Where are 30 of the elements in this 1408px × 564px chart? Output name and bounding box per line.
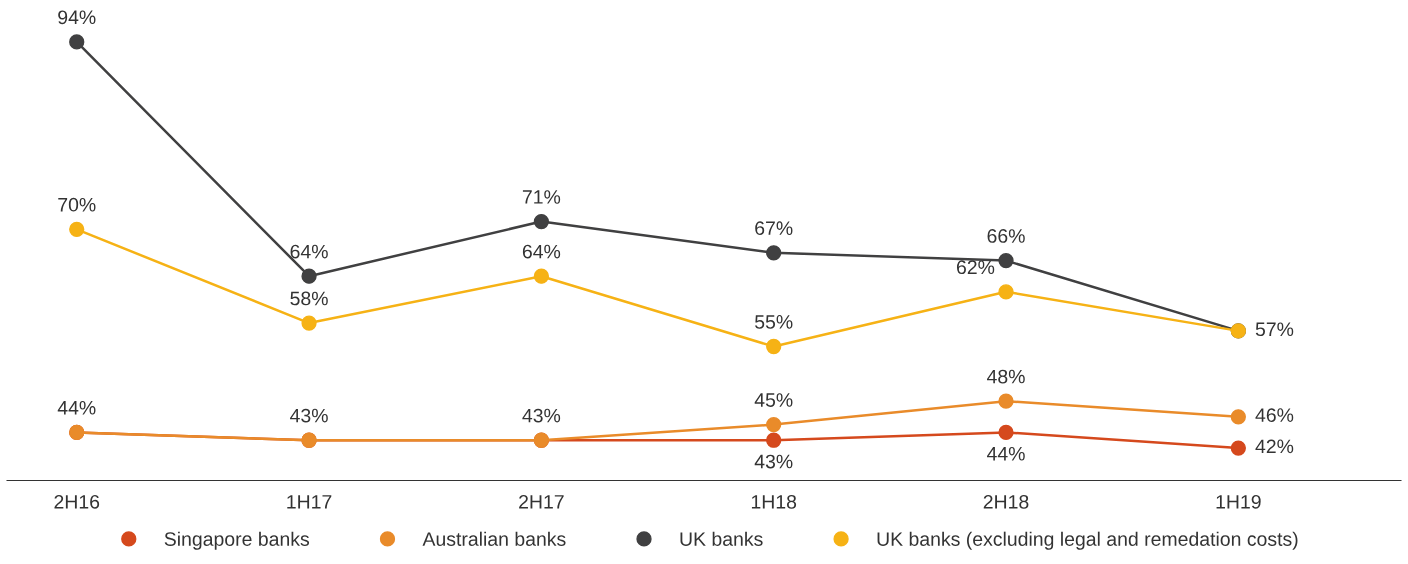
data-label: 43% (754, 454, 793, 469)
x-tick-label: 1H18 (751, 494, 797, 509)
data-label: 57% (1255, 322, 1294, 337)
data-label: 64% (522, 244, 561, 259)
data-label: 66% (987, 229, 1025, 243)
data-label: 58% (290, 291, 328, 306)
legend-label: Singapore banks (164, 531, 310, 550)
data-label: 70% (58, 197, 96, 212)
legend-label: UK banks (680, 531, 763, 546)
data-label: 43% (290, 408, 328, 423)
data-label: 55% (755, 315, 793, 329)
data-label: 44% (57, 401, 96, 415)
x-tick-label: 1H17 (287, 495, 332, 509)
x-tick-label: 2H16 (54, 494, 100, 509)
data-label: 94% (58, 10, 96, 25)
legend-label: UK banks (excluding legal and remedation costs) (877, 531, 1298, 550)
data-label: 67% (755, 221, 793, 236)
data-label: 45% (754, 393, 793, 407)
data-label: 48% (987, 369, 1025, 384)
x-tick-label: 2H17 (519, 494, 564, 509)
x-tick-label: 1H19 (1216, 494, 1261, 509)
x-tick-label: 2H18 (983, 494, 1029, 509)
data-label: 44% (987, 446, 1025, 461)
data-label: 42% (1255, 439, 1294, 454)
data-label: 43% (522, 408, 561, 423)
data-label: 46% (1255, 408, 1294, 423)
data-label: 71% (522, 190, 561, 204)
data-label: 62% (956, 260, 995, 275)
legend-label: Australian banks (422, 531, 566, 546)
data-label: 64% (290, 244, 328, 259)
